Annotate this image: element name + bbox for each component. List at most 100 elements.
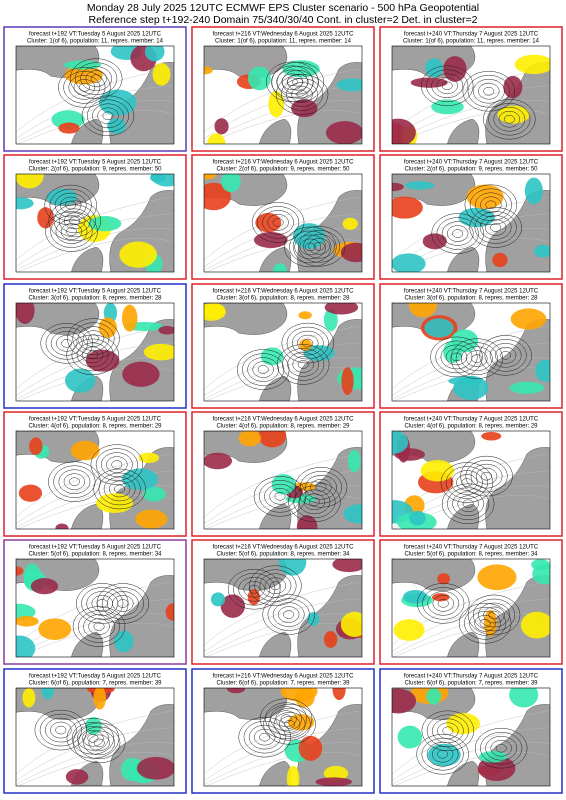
contour (90, 444, 144, 485)
panel-title: forecast t+240 VT:Thursday 7 August 2025… (404, 289, 539, 295)
contour (87, 350, 99, 360)
contour (247, 357, 280, 382)
anomaly (280, 688, 318, 702)
map (204, 431, 362, 529)
contour (460, 346, 493, 371)
map-panel: forecast t+216 VT:Wednesday 6 August 202… (191, 283, 375, 409)
contour (108, 480, 131, 498)
contour (269, 581, 281, 590)
anomaly (324, 303, 359, 315)
contour (431, 73, 464, 99)
map-panel: forecast t+192 VT:Tuesday 5 August 2025 … (3, 154, 187, 280)
contour (451, 470, 483, 495)
anomaly (65, 769, 89, 785)
contour (238, 576, 271, 602)
contour (471, 354, 483, 363)
map-border (15, 558, 175, 658)
graticule (205, 623, 362, 657)
contour (34, 709, 88, 751)
anomaly (477, 564, 517, 591)
contour (431, 213, 484, 254)
map-panel: forecast t+216 VT:Wednesday 6 August 202… (191, 668, 375, 794)
anomaly (437, 573, 451, 585)
contour (86, 99, 130, 133)
panel-subtitle: Cluster: 5(of 6), population: 8, repres.… (28, 552, 162, 558)
panel-title: forecast t+240 VT:Thursday 7 August 2025… (404, 32, 539, 38)
anomaly (509, 381, 545, 394)
anomaly (509, 688, 539, 708)
anomaly (481, 431, 502, 441)
panel-title: forecast t+192 VT:Tuesday 5 August 2025 … (29, 545, 162, 551)
contour (483, 606, 505, 624)
contour (289, 230, 332, 264)
panel-title: forecast t+240 VT:Thursday 7 August 2025… (404, 160, 539, 166)
contour (257, 206, 300, 239)
map (16, 559, 174, 657)
map (204, 303, 362, 401)
land (204, 688, 288, 720)
contour (472, 598, 516, 632)
map-panel: forecast t+192 VT:Tuesday 5 August 2025 … (3, 668, 187, 794)
anomaly (70, 440, 100, 461)
anomaly (446, 712, 480, 735)
contour (107, 591, 139, 616)
anomaly (65, 368, 96, 393)
panel-subtitle: Cluster: 4(of 6), population: 8, repres.… (404, 424, 538, 430)
anomaly (38, 618, 72, 640)
contour (469, 207, 522, 248)
contour (484, 219, 507, 236)
panel-subtitle: Cluster: 3(of 6), population: 8, repres.… (404, 296, 538, 302)
anomaly (340, 611, 362, 637)
anomaly (98, 317, 117, 338)
anomaly (343, 504, 362, 524)
anomaly (272, 263, 287, 272)
graticule (16, 196, 174, 261)
contour (483, 86, 495, 96)
anomaly (425, 58, 443, 78)
anomaly (336, 78, 362, 92)
contour (88, 334, 99, 343)
anomaly (392, 182, 404, 192)
contour (447, 225, 469, 242)
anomaly (431, 99, 464, 115)
contour (102, 111, 114, 121)
graticule (16, 453, 174, 518)
contour (420, 65, 474, 107)
contour (56, 335, 78, 352)
map (16, 46, 174, 144)
panel-subtitle: Cluster: 1(of 6), population: 11, repres… (403, 39, 540, 45)
anomaly (247, 66, 271, 91)
contour (416, 733, 469, 775)
contour (288, 481, 341, 523)
panel-title: forecast t+216 VT:Wednesday 6 August 202… (213, 417, 354, 423)
land (447, 631, 480, 657)
contour (50, 721, 72, 739)
contour (432, 595, 454, 612)
contour (45, 327, 88, 360)
panel-subtitle: Cluster: 2(of 6), population: 9, repres.… (404, 167, 538, 173)
contour (276, 65, 319, 99)
anomaly (16, 303, 35, 324)
anomaly (119, 241, 157, 268)
anomaly (424, 318, 454, 338)
contour (462, 499, 474, 509)
map-border (203, 302, 363, 402)
map (16, 688, 174, 786)
contour (48, 200, 101, 242)
contour (66, 227, 77, 236)
contour (97, 107, 119, 125)
map-border (391, 430, 551, 530)
contour (85, 70, 107, 87)
map-panel: forecast t+192 VT:Tuesday 5 August 2025 … (3, 283, 187, 409)
anomaly (514, 54, 550, 75)
panel-subtitle: Cluster: 6(of 6), population: 7, repres.… (216, 681, 350, 687)
contour (313, 242, 325, 251)
contour (64, 212, 86, 230)
contour (495, 743, 507, 753)
anomaly (204, 452, 233, 470)
map (392, 46, 550, 144)
contour (72, 606, 126, 647)
contour (500, 351, 512, 360)
contour (292, 356, 314, 373)
anomaly (58, 122, 80, 134)
